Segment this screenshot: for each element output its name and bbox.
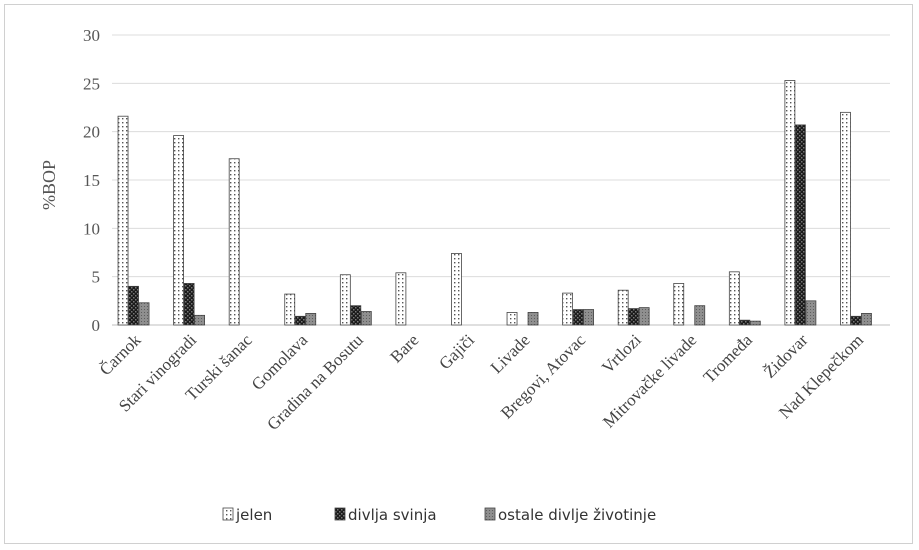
bar-1 — [284, 293, 296, 326]
category-label: Gradina na Bosutu — [263, 330, 367, 434]
legend-label: jelen — [235, 506, 272, 524]
bar-1 — [451, 253, 462, 326]
legend: jelen divlja svinja ostale divlje životinj… — [222, 506, 656, 524]
bar-2 — [128, 285, 139, 326]
y-tick-label: 30 — [83, 26, 100, 45]
bar-3 — [805, 300, 817, 326]
bar-1 — [395, 272, 407, 326]
legend-swatch — [222, 507, 234, 521]
bar-3 — [694, 305, 706, 326]
bar-1 — [728, 271, 740, 326]
category-label: Mitrovačke livade — [599, 330, 700, 431]
bar-1 — [228, 158, 240, 326]
bar-3 — [749, 320, 761, 326]
bars — [117, 80, 872, 326]
y-tick-label: 10 — [83, 219, 100, 238]
bar-3 — [861, 312, 872, 326]
category-label: Livade — [487, 330, 534, 377]
bar-1 — [673, 283, 685, 326]
legend-label: ostale divlje životinje — [498, 506, 656, 524]
bar-2 — [794, 124, 806, 326]
bar-3 — [138, 302, 150, 326]
bar-1 — [840, 111, 851, 326]
category-label: Tromeđa — [699, 330, 756, 387]
bar-1 — [784, 80, 796, 326]
bar-2 — [294, 315, 306, 326]
legend-label: divlja svinja — [348, 506, 437, 524]
gridlines — [112, 34, 890, 326]
bar-2 — [350, 305, 362, 326]
bar-2 — [850, 315, 862, 326]
category-label: Čarnok — [96, 330, 145, 379]
category-label: Gajiči — [435, 330, 478, 373]
bar-1 — [617, 289, 629, 326]
bar-3 — [527, 312, 539, 326]
bar-2 — [739, 319, 751, 326]
bar-3 — [305, 312, 317, 326]
y-tick-label: 25 — [83, 74, 100, 93]
legend-entry: jelen — [222, 506, 272, 524]
y-tick-label: 20 — [83, 123, 100, 142]
y-tick-label: 15 — [83, 171, 100, 190]
legend-swatch — [334, 507, 346, 521]
legend-entry: divlja svinja — [334, 506, 437, 524]
legend-swatch — [484, 507, 496, 521]
y-axis-title: %BOP — [39, 160, 59, 210]
category-label: Vrtlozi — [598, 330, 645, 377]
y-tick-label: 5 — [92, 268, 101, 287]
legend-entry: ostale divlje životinje — [484, 506, 656, 524]
bar-3 — [360, 311, 372, 326]
bar-3 — [194, 314, 206, 326]
bar-1 — [173, 135, 185, 326]
bar-2 — [572, 309, 584, 326]
category-label: Bare — [386, 330, 422, 366]
chart-frame: 0 5 10 15 20 25 30 %BOP Čarnok Stari vinogradi T… — [4, 4, 913, 544]
y-tick-labels: 0 5 10 15 20 25 30 — [83, 26, 100, 335]
bar-1 — [339, 274, 351, 326]
bar-1 — [117, 115, 129, 326]
category-label: Židovar — [760, 330, 812, 382]
bar-1 — [506, 312, 518, 326]
bar-1 — [562, 292, 574, 326]
bar-3 — [583, 309, 595, 326]
bar-3 — [638, 307, 650, 326]
y-tick-label: 0 — [92, 316, 101, 335]
bar-2 — [183, 283, 195, 326]
bar-2 — [628, 308, 640, 326]
